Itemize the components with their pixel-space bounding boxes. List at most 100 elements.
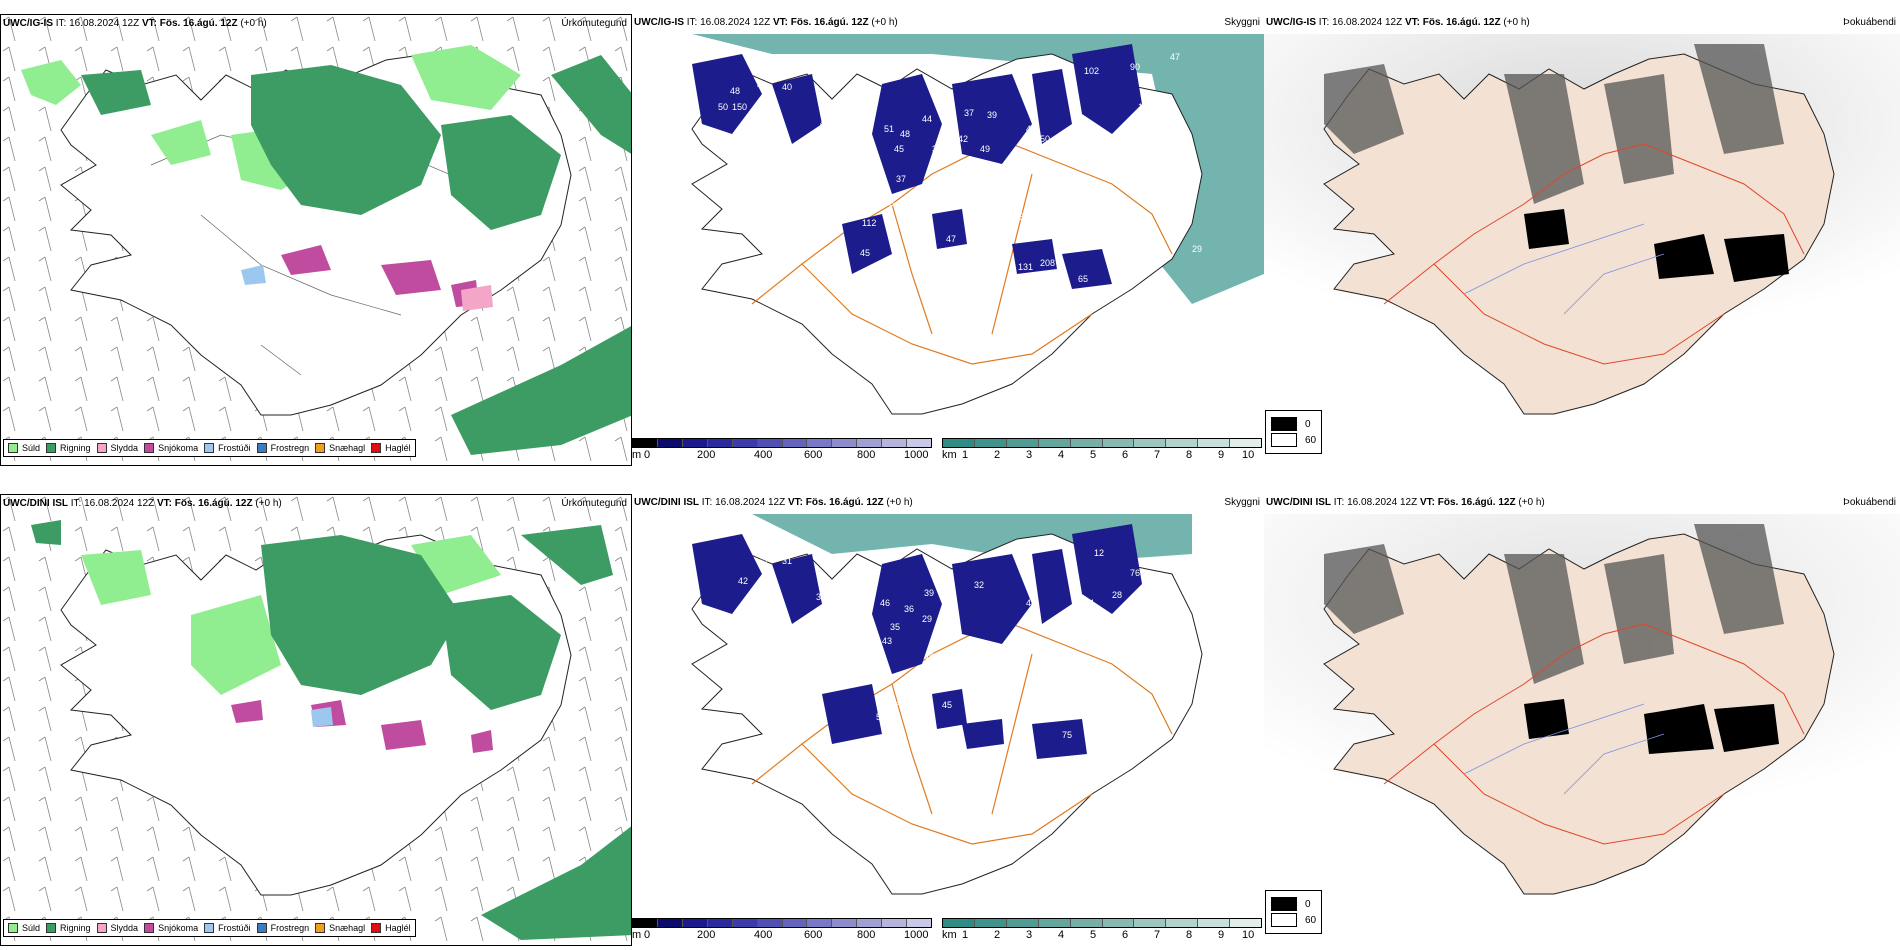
precip-type-panel-row2: UWC/DINI ISL IT: 16.08.2024 12Z VT: Fös.… <box>0 494 632 946</box>
vt-label: VT: <box>156 498 172 509</box>
visibility-tick: 4 <box>1058 929 1065 941</box>
panel-title: Skyggni <box>1224 497 1260 508</box>
ceiling-label: 40 <box>854 634 864 644</box>
lead-offset: (+0 h) <box>255 498 282 509</box>
legend-item-sleet: Slydda <box>96 443 138 453</box>
visibility-panel-row1: UWC/IG-IS IT: 16.08.2024 12Z VT: Fös. 16… <box>632 14 1264 466</box>
rivers <box>1463 223 1665 315</box>
ceiling-label: 49 <box>938 658 948 668</box>
roads <box>1383 623 1805 845</box>
ceiling-label: 29 <box>1192 244 1202 254</box>
ceiling-label: 38 <box>868 650 878 660</box>
fog-legend-high: 0 <box>1271 897 1316 911</box>
lead-offset: (+0 h) <box>871 17 898 28</box>
ceiling-label: 90 <box>1130 62 1140 72</box>
fog-swatch-dark <box>1271 897 1297 911</box>
visibility-tick: 1 <box>962 929 969 941</box>
legend-swatch <box>46 923 57 933</box>
ceiling-label: 36 <box>1042 640 1052 650</box>
panel-title: Úrkomutegund <box>561 18 627 29</box>
lead-offset: (+0 h) <box>886 497 913 508</box>
ceiling-label: 49 <box>1087 132 1097 142</box>
ceiling-label: 44 <box>1026 598 1036 608</box>
ceiling-label: 37 <box>964 108 974 118</box>
ceiling-label: 44 <box>777 64 787 74</box>
legend-item-snow-pellets: Snæhagl <box>315 443 365 453</box>
fog-legend: 0 60 <box>1265 410 1323 454</box>
ceiling-tick: 600 <box>804 449 823 461</box>
legend-swatch <box>8 923 18 933</box>
legend-item-freezing-drizzle: Frostúði <box>204 443 251 453</box>
vt-value: Fös. 16.ágú. 12Z <box>805 497 884 508</box>
ceiling-label: 54 <box>972 682 982 692</box>
visibility-map: 44 37 31 42 57 36 46 36 35 39 43 32 35 4… <box>691 514 1203 895</box>
model-name: UWC/DINI ISL <box>3 498 68 509</box>
dense-fog-areas <box>1524 699 1779 754</box>
ceiling-tick: 0 <box>644 449 651 461</box>
vt-value: Fös. 16.ágú. 12Z <box>790 17 869 28</box>
ceiling-label: 37 <box>896 174 906 184</box>
legend-item-rain: Rigning <box>46 443 91 453</box>
visibility-colorbar-strip <box>942 918 1262 928</box>
legend-item-rain: Rigning <box>46 923 91 933</box>
visibility-tick: 3 <box>1026 929 1033 941</box>
legend-item-freezing-rain: Frostregn <box>256 443 309 453</box>
legend-swatch <box>144 923 155 933</box>
ceiling-label: 42 <box>848 280 858 290</box>
visibility-tick: 9 <box>1218 929 1225 941</box>
visibility-panel-row2: UWC/DINI ISL IT: 16.08.2024 12Z VT: Fös.… <box>632 494 1264 946</box>
it-value: 16.08.2024 12Z <box>700 17 771 28</box>
ceiling-label: 131 <box>1018 262 1033 272</box>
legend-swatch <box>8 443 18 453</box>
legend-item-drizzle: Súld <box>8 443 40 453</box>
ceiling-tick: 1000 <box>904 449 929 461</box>
fog-swatch-light <box>1271 913 1297 927</box>
panel-header: UWC/IG-IS IT: 16.08.2024 12Z VT: Fös. 16… <box>1266 17 1530 28</box>
rain-areas <box>81 55 631 455</box>
ceiling-label: 41 <box>878 266 888 276</box>
ceiling-label: 39 <box>987 110 997 120</box>
model-name: UWC/IG-IS <box>3 18 53 29</box>
ceiling-label: 44 <box>780 142 790 152</box>
it-value: 16.08.2024 12Z <box>69 18 140 29</box>
sleet-areas <box>461 285 493 311</box>
fog-map <box>1264 34 1900 415</box>
low-visibility-sea <box>692 34 1264 304</box>
it-value: 16.08.2024 12Z <box>84 498 155 509</box>
panel-title: Skyggni <box>1224 17 1260 28</box>
legend-swatch <box>256 923 267 933</box>
ceiling-label: 39 <box>924 588 934 598</box>
ceiling-label: 36 <box>904 604 914 614</box>
it-label: IT: <box>70 498 82 509</box>
ceiling-label: 44 <box>1084 598 1094 608</box>
ceiling-tick: 400 <box>754 449 773 461</box>
it-value: 16.08.2024 12Z <box>1347 497 1418 508</box>
fog-swatch-dark <box>1271 417 1297 431</box>
vt-value: Fös. 16.ágú. 12Z <box>1422 17 1501 28</box>
legend-swatch <box>315 923 326 933</box>
precip-type-panel-row1: UWC/IG-IS IT: 16.08.2024 12Z VT: Fös. 16… <box>0 14 632 466</box>
ceiling-label: 541 <box>849 84 864 94</box>
vt-value: Fös. 16.ágú. 12Z <box>1437 497 1516 508</box>
legend-item-sleet: Slydda <box>96 923 138 933</box>
freezing-drizzle-areas <box>311 707 333 727</box>
ceiling-label: 45 <box>894 144 904 154</box>
legend-item-snow-pellets: Snæhagl <box>315 923 365 933</box>
lead-offset: (+0 h) <box>1518 497 1545 508</box>
ceiling-label: 42 <box>738 576 748 586</box>
ceiling-colorbar-strip <box>632 918 932 928</box>
visibility-tick: 1 <box>962 449 969 461</box>
visibility-tick: 3 <box>1026 449 1033 461</box>
ceiling-label: 42 <box>958 134 968 144</box>
it-label: IT: <box>701 497 713 508</box>
low-ceiling-areas <box>692 44 1142 289</box>
ceiling-tick: 200 <box>697 929 716 941</box>
ceiling-label: 42 <box>896 698 906 708</box>
fog-map <box>1264 514 1900 895</box>
ceiling-label: 57 <box>756 588 766 598</box>
ceiling-label: 65 <box>1078 274 1088 284</box>
legend-item-snow: Snjókoma <box>144 923 198 933</box>
ceiling-label: 23 <box>962 192 972 202</box>
visibility-tick: 2 <box>994 449 1001 461</box>
panel-header: UWC/DINI ISL IT: 16.08.2024 12Z VT: Fös.… <box>634 497 913 508</box>
